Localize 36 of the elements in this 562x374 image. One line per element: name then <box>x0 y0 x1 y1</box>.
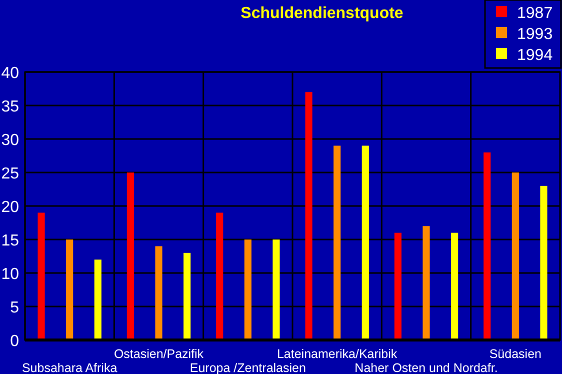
x-tick-label: Südasien <box>489 347 542 361</box>
y-tick-label: 40 <box>1 65 20 82</box>
legend-label: 1994 <box>517 47 553 64</box>
bar <box>484 152 491 340</box>
bar <box>512 172 519 340</box>
y-tick-label: 10 <box>1 266 20 283</box>
bar <box>126 172 134 340</box>
x-tick-label: Ostasien/Pazifik <box>114 347 204 361</box>
bar <box>216 212 224 340</box>
chart-title: Schuldendienstquote <box>240 5 404 22</box>
legend-label: 1993 <box>517 26 553 43</box>
x-tick-label: Subsahara Afrika <box>22 361 118 374</box>
bar <box>66 240 74 340</box>
y-tick-label: 25 <box>1 166 20 182</box>
bar <box>38 212 45 340</box>
bar <box>394 232 402 340</box>
bar <box>155 246 162 340</box>
bar <box>272 240 280 340</box>
bar <box>305 92 312 340</box>
bar <box>362 146 369 340</box>
x-tick-label: Naher Osten und Nordafr. <box>354 361 498 374</box>
bar <box>334 146 341 340</box>
x-tick-label: Lateinamerika/Karibik <box>276 347 398 361</box>
y-tick-label: 5 <box>10 300 20 316</box>
y-tick-label: 15 <box>1 232 20 250</box>
y-tick-label: 0 <box>10 333 20 350</box>
bar <box>94 260 102 340</box>
y-tick-label: 20 <box>1 199 20 216</box>
bar <box>451 232 458 340</box>
bar <box>422 226 430 340</box>
y-tick-label: 35 <box>1 98 20 116</box>
legend-label: 1987 <box>517 5 553 22</box>
bar <box>184 252 191 340</box>
bar <box>244 240 252 340</box>
y-tick-label: 30 <box>1 132 20 149</box>
bar <box>540 186 548 340</box>
